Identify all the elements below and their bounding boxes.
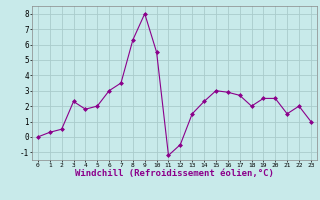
- X-axis label: Windchill (Refroidissement éolien,°C): Windchill (Refroidissement éolien,°C): [75, 169, 274, 178]
